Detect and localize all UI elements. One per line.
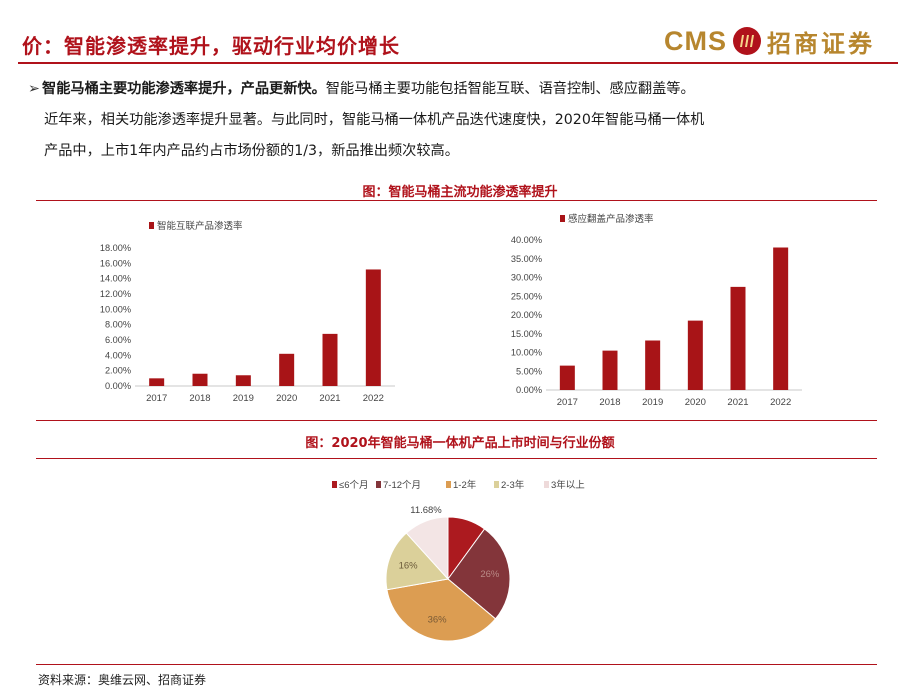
x-tick-label: 2020 (276, 393, 297, 404)
legend-swatch-1 (376, 481, 381, 488)
pie-label-3: 16% (399, 560, 419, 571)
x-tick-label: 2017 (557, 397, 578, 408)
pie-label-1: 26% (480, 569, 500, 580)
pie-slice-2 (386, 578, 497, 642)
legend-swatch-3 (494, 481, 499, 488)
pie-chart-launch-time: ≤6个月 7-12个月 1-2年 2-3年 3年以上 26% 36% 16% 11.68% (332, 479, 585, 642)
bar-2021 (322, 333, 338, 386)
logo-text-en: CMS (664, 25, 727, 56)
y-tick-label: 25.00% (511, 291, 542, 301)
legend-swatch-4 (544, 481, 549, 488)
x-tick-label: 2020 (685, 397, 706, 408)
y-tick-label: 4.00% (105, 350, 131, 360)
legend-label-2: 1-2年 (453, 479, 477, 491)
y-tick-label: 10.00% (100, 304, 131, 314)
x-tick-label: 2019 (642, 397, 663, 408)
footer-rule (36, 664, 877, 665)
legend-label-4: 3年以上 (551, 479, 585, 491)
x-tick-label: 2022 (363, 393, 384, 404)
y-tick-label: 6.00% (105, 335, 131, 345)
paragraph-line-3: 产品中，上市1年内产品约占市场份额的1/3，新品推出频次较高。 (44, 143, 459, 159)
bar-2018 (192, 373, 208, 386)
legend-label-1: 7-12个月 (383, 480, 421, 491)
bar-2017 (559, 365, 575, 390)
bar-2021 (730, 286, 746, 390)
y-tick-label: 0.00% (105, 381, 131, 391)
legend-swatch (560, 215, 565, 222)
y-tick-label: 16.00% (100, 258, 131, 268)
legend-swatch-2 (446, 481, 451, 488)
y-tick-label: 14.00% (100, 274, 131, 284)
x-tick-label: 2021 (319, 393, 340, 404)
bar-chart-auto-lid: 感应翻盖产品渗透率 0.00% 5.00% 10.00% 15.00% 20.00% 25.… (511, 213, 802, 408)
logo-emblem-icon (733, 27, 761, 55)
pie-slice-4 (405, 516, 449, 581)
x-tick-label: 2022 (770, 397, 791, 408)
legend-swatch-0 (332, 481, 337, 488)
y-tick-label: 0.00% (516, 385, 542, 395)
y-tick-label: 5.00% (516, 366, 542, 376)
paragraph-line-1: 智能马桶主要功能渗透率提升，产品更新快。智能马桶主要功能包括智能互联、语音控制、… (28, 74, 883, 105)
y-tick-label: 10.00% (511, 348, 542, 358)
x-tick-label: 2018 (189, 393, 210, 404)
bar-chart-smart-connect: 智能互联产品渗透率 0.00% 2.00% 4.00% 6.00% 8.00% 10.00%… (100, 220, 395, 404)
legend-label: 智能互联产品渗透率 (157, 220, 243, 232)
paragraph-line-2: 近年来，相关功能渗透率提升显著。与此同时，智能马桶一体机产品迭代速度快，2020… (44, 112, 705, 128)
bar-2019 (645, 340, 661, 390)
bar-2018 (602, 350, 618, 390)
figure1-title: 图：智能马桶主流功能渗透率提升 (362, 185, 558, 200)
source-note: 资料来源：奥维云网、招商证券 (38, 673, 207, 687)
y-tick-label: 30.00% (511, 273, 542, 283)
cms-logo: CMS 招商证券 (664, 24, 875, 58)
header-divider (18, 62, 898, 64)
arrow-bullet-icon: ➢ (28, 81, 40, 97)
y-tick-label: 8.00% (105, 320, 131, 330)
pie-slice-3 (385, 532, 449, 591)
y-tick-label: 15.00% (511, 329, 542, 339)
figure1-rule-bottom (36, 420, 877, 421)
logo-text-cn: 招商证券 (767, 29, 875, 58)
summary-paragraph: ➢ 智能马桶主要功能渗透率提升，产品更新快。智能马桶主要功能包括智能互联、语音控… (28, 74, 883, 167)
bar-2022 (365, 269, 381, 386)
x-tick-label: 2021 (727, 397, 748, 408)
legend-label-0: ≤6个月 (339, 480, 369, 491)
y-tick-label: 40.00% (511, 235, 542, 245)
y-tick-label: 35.00% (511, 254, 542, 264)
x-tick-label: 2017 (146, 393, 167, 404)
pie-label-4: 11.68% (410, 505, 442, 516)
bar-2017 (149, 378, 165, 386)
figure2-rule-top (36, 458, 877, 459)
pie-slice-1 (447, 528, 511, 620)
bar-2020 (279, 353, 295, 386)
y-tick-label: 18.00% (100, 243, 131, 253)
paragraph-lead: 智能马桶主要功能渗透率提升，产品更新快。 (42, 81, 326, 97)
pie-label-2: 36% (428, 615, 448, 626)
y-tick-label: 2.00% (105, 366, 131, 376)
x-tick-label: 2018 (599, 397, 620, 408)
bar-2020 (687, 320, 703, 390)
bar-2022 (773, 247, 789, 390)
y-tick-label: 12.00% (100, 289, 131, 299)
page-title: 价：智能渗透率提升，驱动行业均价增长 (22, 34, 400, 58)
y-tick-label: 20.00% (511, 310, 542, 320)
bar-2019 (235, 375, 251, 386)
paragraph-line1-rest: 智能马桶主要功能包括智能互联、语音控制、感应翻盖等。 (325, 81, 695, 97)
figure1-rule-top (36, 200, 877, 201)
legend-label: 感应翻盖产品渗透率 (568, 213, 654, 225)
x-tick-label: 2019 (233, 393, 254, 404)
legend-swatch (149, 222, 154, 229)
figure2-title: 图：2020年智能马桶一体机产品上市时间与行业份额 (305, 436, 615, 451)
legend-label-3: 2-3年 (501, 479, 525, 491)
